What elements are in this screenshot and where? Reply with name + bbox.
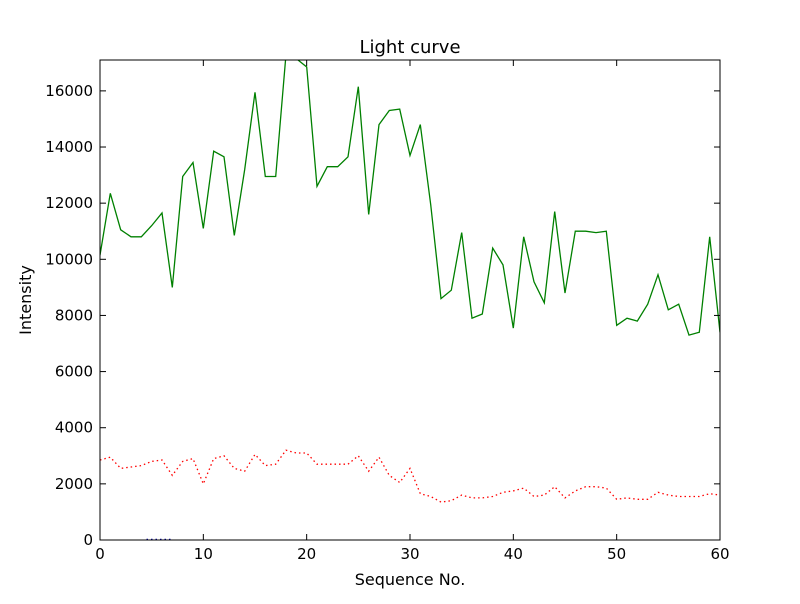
y-tick-label: 16000 bbox=[45, 82, 93, 100]
x-tick-label: 60 bbox=[710, 545, 729, 563]
x-tick-label: 0 bbox=[95, 545, 105, 563]
x-tick-label: 40 bbox=[504, 545, 523, 563]
y-tick-label: 14000 bbox=[45, 138, 93, 156]
y-tick-label: 4000 bbox=[55, 419, 93, 437]
y-tick-label: 12000 bbox=[45, 194, 93, 212]
plot-frame bbox=[99, 59, 721, 541]
y-axis-label: Intensity bbox=[16, 265, 35, 335]
chart-title: Light curve bbox=[359, 37, 460, 58]
x-tick-label: 20 bbox=[297, 545, 316, 563]
x-tick-label: 10 bbox=[194, 545, 213, 563]
x-axis-label: Sequence No. bbox=[355, 570, 466, 589]
ticks-layer: 0 10 20 30 40 50 60 0 2000 4000 6000 8000 10000 12000… bbox=[45, 60, 730, 563]
series-line-1 bbox=[100, 449, 720, 503]
x-tick-label: 30 bbox=[400, 545, 419, 563]
y-tick-label: 6000 bbox=[55, 363, 93, 381]
y-tick-label: 8000 bbox=[55, 306, 93, 324]
y-tick-label: 10000 bbox=[45, 250, 93, 268]
y-tick-label: 0 bbox=[83, 531, 93, 549]
x-tick-label: 50 bbox=[607, 545, 626, 563]
y-tick-label: 2000 bbox=[55, 475, 93, 493]
series-layer bbox=[100, 60, 720, 540]
series-line-0 bbox=[100, 60, 720, 336]
